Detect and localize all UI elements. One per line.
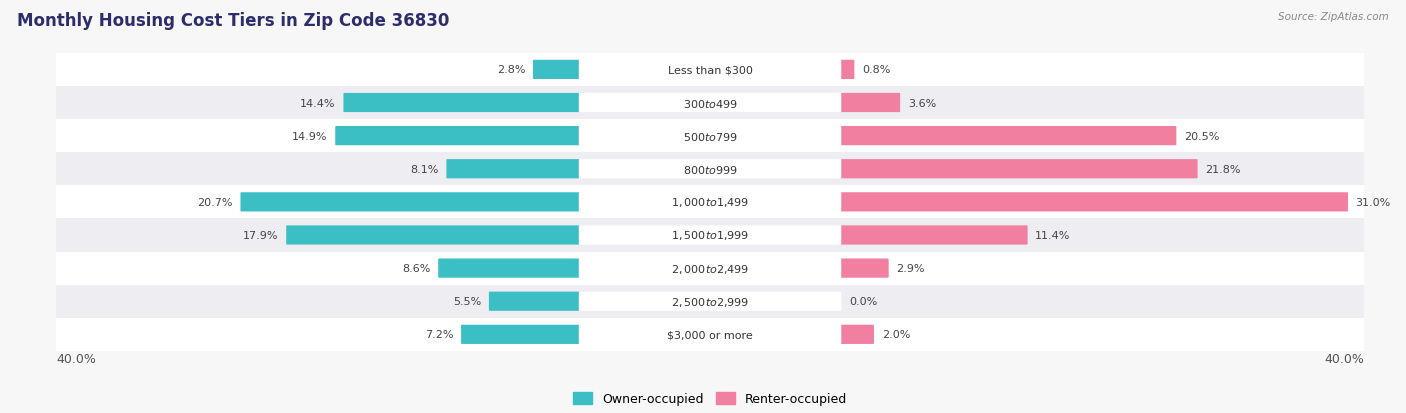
Text: Source: ZipAtlas.com: Source: ZipAtlas.com <box>1278 12 1389 22</box>
Text: 2.0%: 2.0% <box>882 330 910 339</box>
FancyBboxPatch shape <box>287 226 579 245</box>
Text: 14.9%: 14.9% <box>292 131 328 141</box>
Text: Less than $300: Less than $300 <box>668 65 752 75</box>
Bar <box>56 54 1364 87</box>
Text: $3,000 or more: $3,000 or more <box>668 330 752 339</box>
FancyBboxPatch shape <box>841 61 855 80</box>
Text: $300 to $499: $300 to $499 <box>682 97 738 109</box>
Bar <box>56 318 1364 351</box>
Text: 7.2%: 7.2% <box>425 330 453 339</box>
FancyBboxPatch shape <box>461 325 579 344</box>
Text: 21.8%: 21.8% <box>1205 164 1240 174</box>
Bar <box>56 153 1364 186</box>
Text: 11.4%: 11.4% <box>1035 230 1070 240</box>
FancyBboxPatch shape <box>489 292 579 311</box>
Text: $2,000 to $2,499: $2,000 to $2,499 <box>671 262 749 275</box>
FancyBboxPatch shape <box>579 325 841 344</box>
Bar <box>56 219 1364 252</box>
FancyBboxPatch shape <box>335 127 579 146</box>
FancyBboxPatch shape <box>841 127 1177 146</box>
Text: 2.9%: 2.9% <box>897 263 925 273</box>
Text: $800 to $999: $800 to $999 <box>682 164 738 175</box>
FancyBboxPatch shape <box>841 226 1028 245</box>
Text: 0.8%: 0.8% <box>862 65 890 75</box>
Text: 8.1%: 8.1% <box>411 164 439 174</box>
Text: $500 to $799: $500 to $799 <box>682 131 738 142</box>
Text: 14.4%: 14.4% <box>301 98 336 108</box>
Text: $2,500 to $2,999: $2,500 to $2,999 <box>671 295 749 308</box>
FancyBboxPatch shape <box>240 193 579 212</box>
Bar <box>56 120 1364 153</box>
FancyBboxPatch shape <box>343 94 579 113</box>
Legend: Owner-occupied, Renter-occupied: Owner-occupied, Renter-occupied <box>568 387 852 410</box>
FancyBboxPatch shape <box>841 259 889 278</box>
FancyBboxPatch shape <box>841 325 875 344</box>
Text: 40.0%: 40.0% <box>1324 352 1364 365</box>
FancyBboxPatch shape <box>579 226 841 245</box>
FancyBboxPatch shape <box>439 259 579 278</box>
FancyBboxPatch shape <box>841 193 1348 212</box>
Text: 0.0%: 0.0% <box>849 297 877 306</box>
Bar <box>56 285 1364 318</box>
FancyBboxPatch shape <box>579 292 841 311</box>
Text: 8.6%: 8.6% <box>402 263 430 273</box>
FancyBboxPatch shape <box>579 61 841 80</box>
FancyBboxPatch shape <box>841 160 1198 179</box>
Text: 40.0%: 40.0% <box>56 352 96 365</box>
Bar <box>56 87 1364 120</box>
Text: 5.5%: 5.5% <box>453 297 481 306</box>
FancyBboxPatch shape <box>579 94 841 113</box>
Text: 2.8%: 2.8% <box>496 65 526 75</box>
Text: $1,000 to $1,499: $1,000 to $1,499 <box>671 196 749 209</box>
Text: 3.6%: 3.6% <box>908 98 936 108</box>
FancyBboxPatch shape <box>446 160 579 179</box>
FancyBboxPatch shape <box>841 94 900 113</box>
Text: 20.7%: 20.7% <box>197 197 233 207</box>
Bar <box>56 186 1364 219</box>
Text: $1,500 to $1,999: $1,500 to $1,999 <box>671 229 749 242</box>
FancyBboxPatch shape <box>579 127 841 146</box>
FancyBboxPatch shape <box>579 259 841 278</box>
Text: 31.0%: 31.0% <box>1355 197 1391 207</box>
Text: 17.9%: 17.9% <box>243 230 278 240</box>
Text: Monthly Housing Cost Tiers in Zip Code 36830: Monthly Housing Cost Tiers in Zip Code 3… <box>17 12 450 30</box>
FancyBboxPatch shape <box>579 160 841 179</box>
FancyBboxPatch shape <box>533 61 579 80</box>
Text: 20.5%: 20.5% <box>1184 131 1219 141</box>
Bar <box>56 252 1364 285</box>
FancyBboxPatch shape <box>579 193 841 212</box>
